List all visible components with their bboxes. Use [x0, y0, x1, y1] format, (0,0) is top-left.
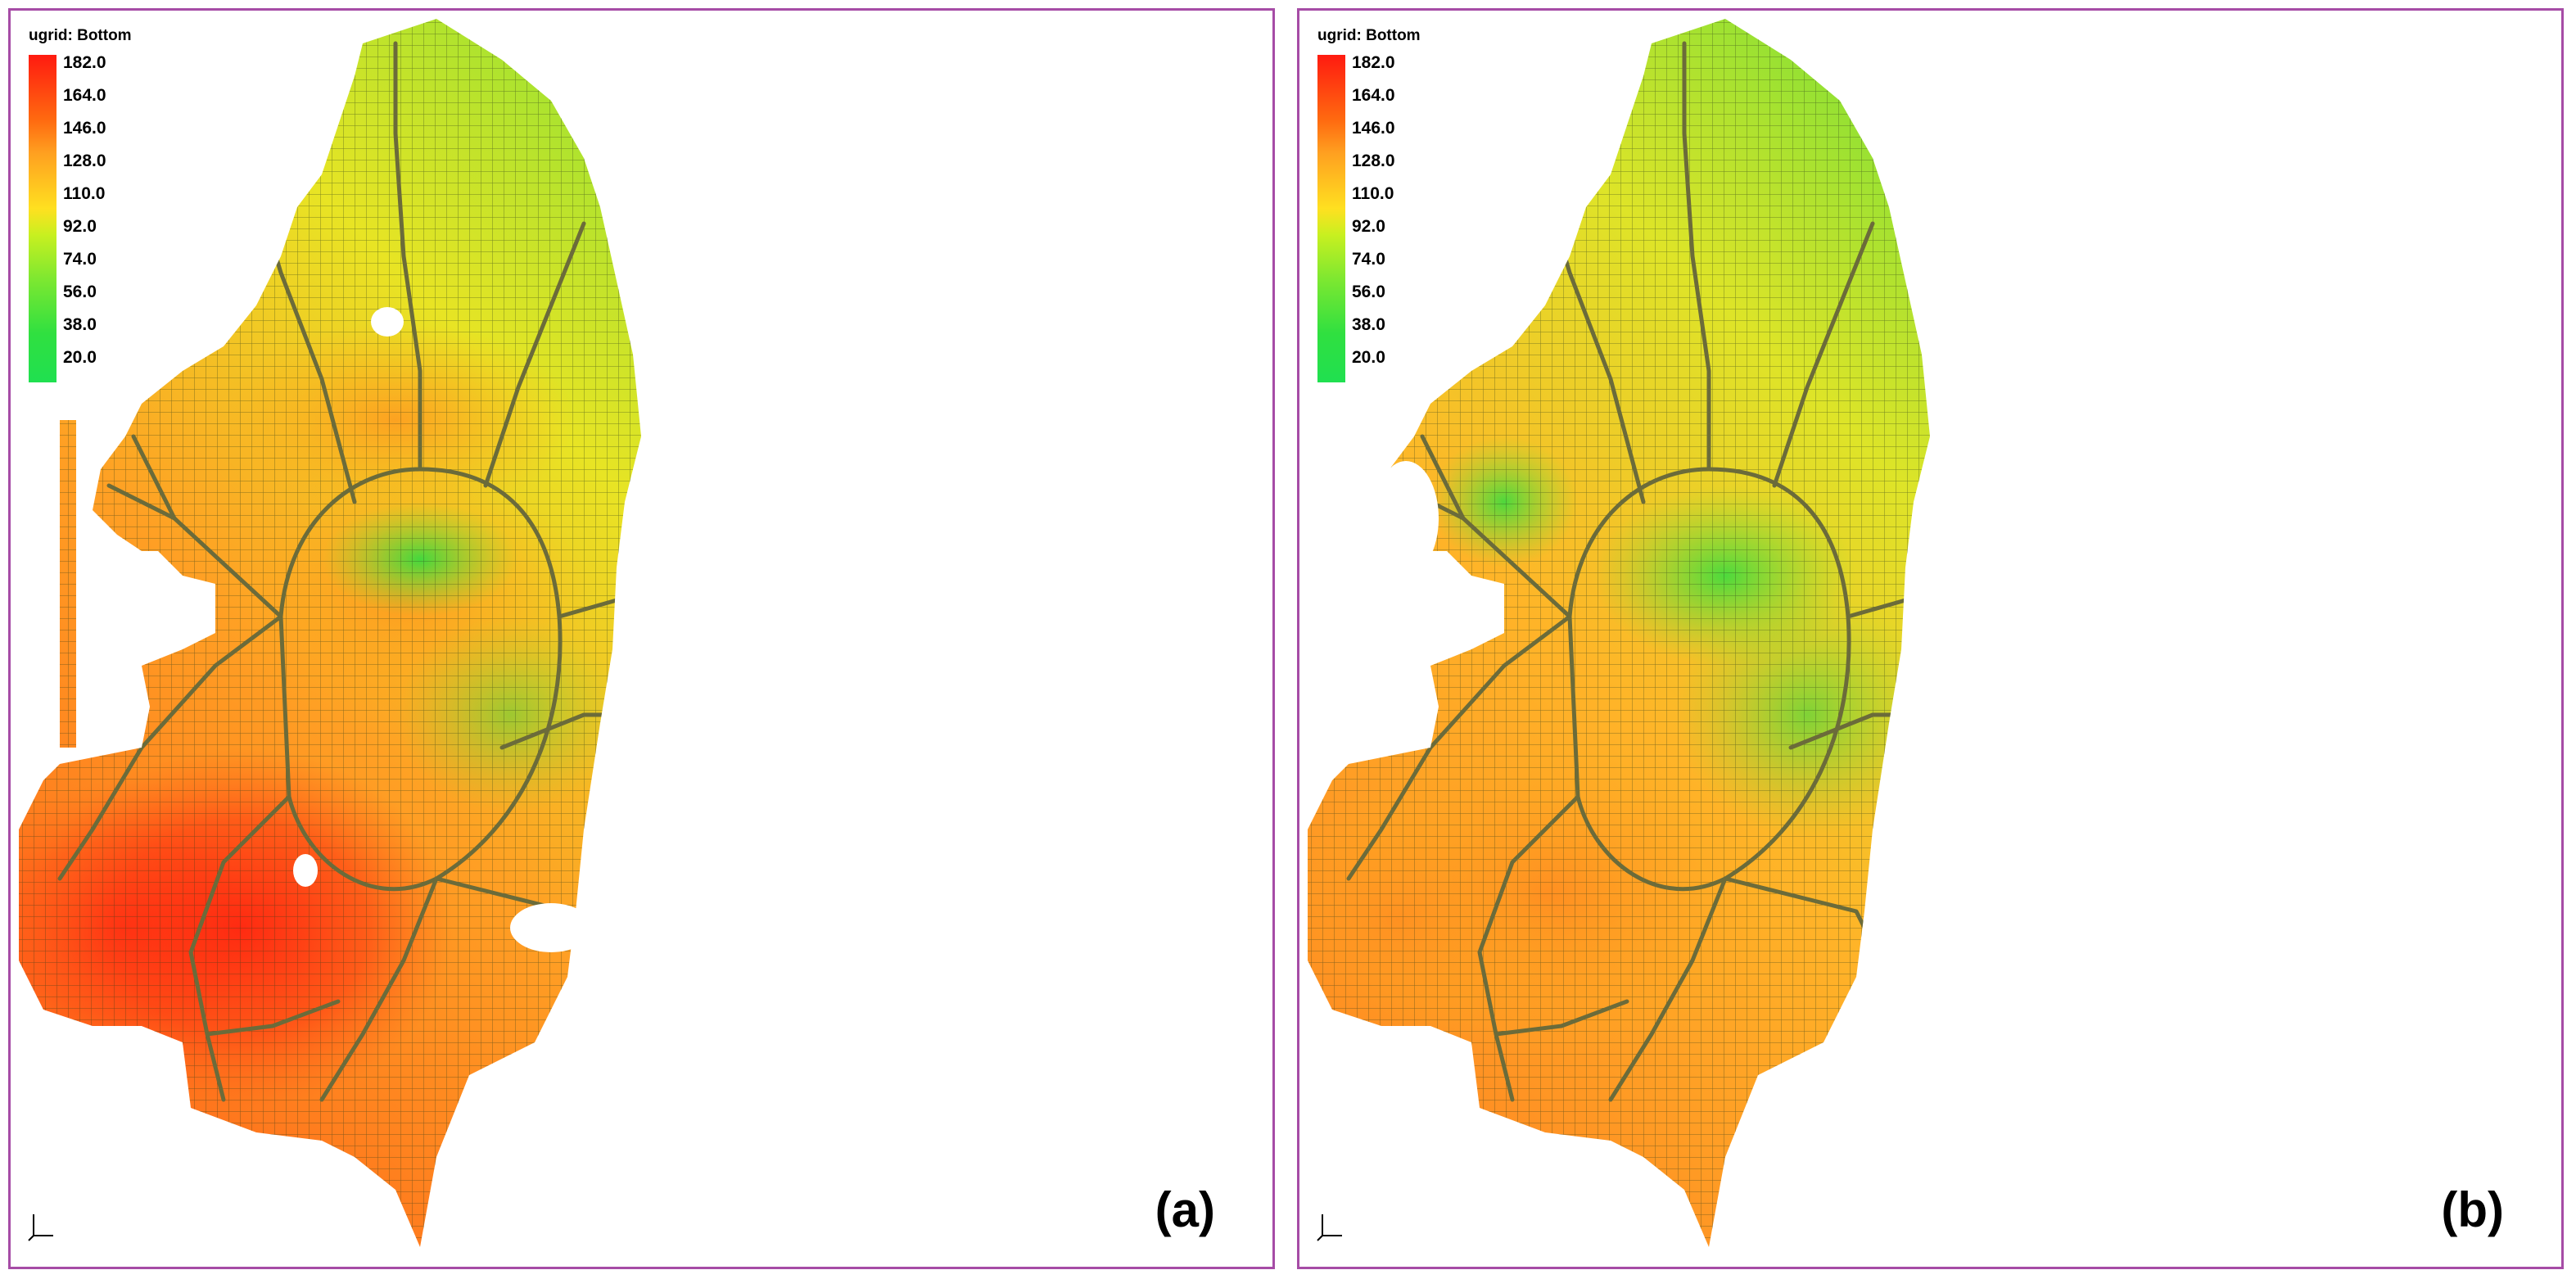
legend-label: 38.0: [1352, 315, 1385, 334]
legend-label: 74.0: [63, 250, 97, 269]
legend-label: 128.0: [63, 151, 106, 170]
panel-label-b: (b): [2441, 1182, 2504, 1237]
legend-title-a: ugrid: Bottom: [29, 27, 132, 44]
map-panel-b: ugrid: Bottom 182.0 164.0 146.0 128.0 11…: [1297, 8, 2564, 1269]
contour-map-b: [1308, 19, 1930, 1247]
legend-label: 128.0: [1352, 151, 1395, 170]
legend-label: 92.0: [1352, 217, 1385, 236]
legend-label: 182.0: [1352, 53, 1395, 72]
map-panel-a: ugrid: Bottom 182.0 164.0 146.0 128.0 11…: [8, 8, 1275, 1269]
legend-label: 110.0: [1352, 184, 1394, 203]
legend-label: 20.0: [1352, 348, 1385, 367]
legend-label: 110.0: [63, 184, 106, 203]
color-scale-bar-a: [29, 55, 56, 382]
legend-label: 56.0: [63, 282, 97, 301]
legend-label: 164.0: [1352, 86, 1395, 105]
legend-label: 56.0: [1352, 282, 1385, 301]
legend-label: 38.0: [63, 315, 97, 334]
legend-label: 74.0: [1352, 250, 1385, 269]
legend-label: 146.0: [63, 119, 106, 138]
legend-label: 146.0: [1352, 119, 1395, 138]
panel-label-a: (a): [1155, 1182, 1215, 1237]
legend-label: 20.0: [63, 348, 97, 367]
legend-label: 182.0: [63, 53, 106, 72]
legend-label: 164.0: [63, 86, 106, 105]
contour-map-a: [19, 19, 641, 1247]
color-scale-bar-b: [1317, 55, 1345, 382]
legend-label: 92.0: [63, 217, 97, 236]
legend-title-b: ugrid: Bottom: [1317, 27, 1421, 44]
axis-triad-icon: [1317, 1214, 1342, 1241]
axis-triad-icon: [28, 1214, 53, 1241]
